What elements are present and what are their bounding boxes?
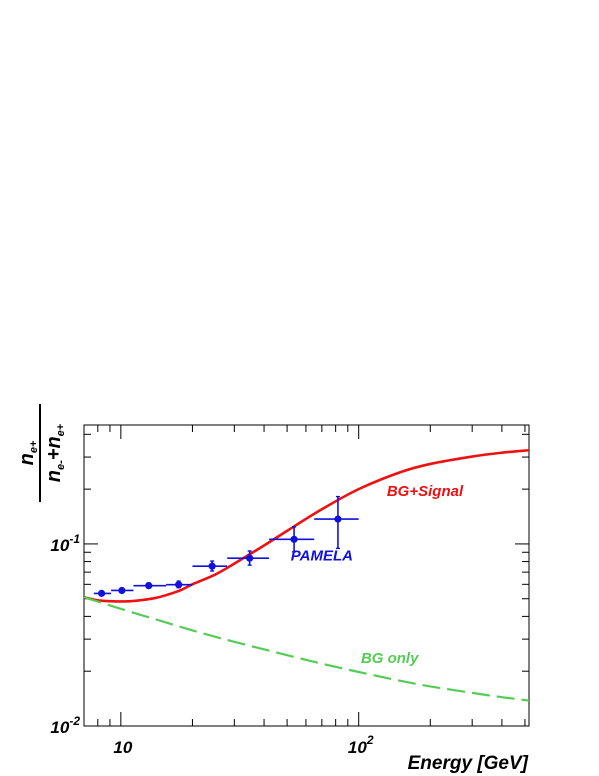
- y-tick-exponent: -1: [69, 532, 80, 546]
- data-points: [93, 495, 359, 597]
- pamela-point: [208, 562, 216, 570]
- y-axis-title: ne+ ne-+ne+: [16, 404, 67, 502]
- pamela-point: [334, 515, 342, 523]
- y-tick-exponent: -2: [69, 714, 80, 728]
- y-axis-numerator: ne+: [16, 440, 40, 465]
- annotation-pamela: PAMELA: [291, 548, 353, 565]
- y-num-n: n: [16, 453, 38, 465]
- y-den-n1: n: [43, 470, 65, 482]
- pamela-point: [97, 589, 106, 597]
- pamela-point: [246, 554, 254, 562]
- y-den-plus: +: [43, 448, 65, 460]
- x-tick-base: 10: [348, 738, 367, 757]
- y-tick-label: 10-1: [50, 532, 80, 555]
- y-num-sub: e+: [28, 440, 40, 453]
- pamela-point: [118, 586, 126, 595]
- plot-frame: [83, 424, 530, 727]
- pamela-point: [175, 581, 183, 589]
- pamela-point: [290, 535, 298, 543]
- x-tick-exponent: 2: [366, 733, 374, 747]
- y-den-sub1: e-: [55, 460, 67, 470]
- axis-ticks: [83, 425, 529, 727]
- curves: [83, 448, 530, 702]
- bg-signal-line: [83, 448, 530, 603]
- x-tick-label: 102: [348, 733, 374, 757]
- pamela-point: [145, 582, 153, 590]
- annotation-bg-signal: BG+Signal: [387, 483, 464, 500]
- y-axis-denominator: ne-+ne+: [43, 423, 67, 482]
- y-den-n2: n: [43, 436, 65, 448]
- x-tick-base: 10: [113, 738, 132, 757]
- y-tick-base: 10: [50, 718, 69, 737]
- bg-only-line: [83, 596, 530, 702]
- y-tick-label: 10-2: [50, 714, 80, 737]
- x-axis-title: Energy [GeV]: [408, 753, 529, 774]
- y-tick-base: 10: [50, 536, 69, 555]
- x-tick-label: 10: [113, 738, 132, 757]
- annotation-bg-only: BG only: [361, 650, 419, 667]
- y-den-sub2: e+: [55, 423, 67, 436]
